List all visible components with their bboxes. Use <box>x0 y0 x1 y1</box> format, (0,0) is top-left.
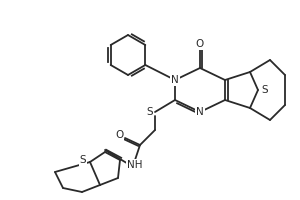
Text: N: N <box>196 107 204 117</box>
Text: NH: NH <box>127 160 143 170</box>
Text: N: N <box>171 75 179 85</box>
Text: O: O <box>115 130 123 140</box>
Text: O: O <box>196 39 204 49</box>
Text: S: S <box>262 85 268 95</box>
Text: S: S <box>80 155 86 165</box>
Text: S: S <box>147 107 153 117</box>
